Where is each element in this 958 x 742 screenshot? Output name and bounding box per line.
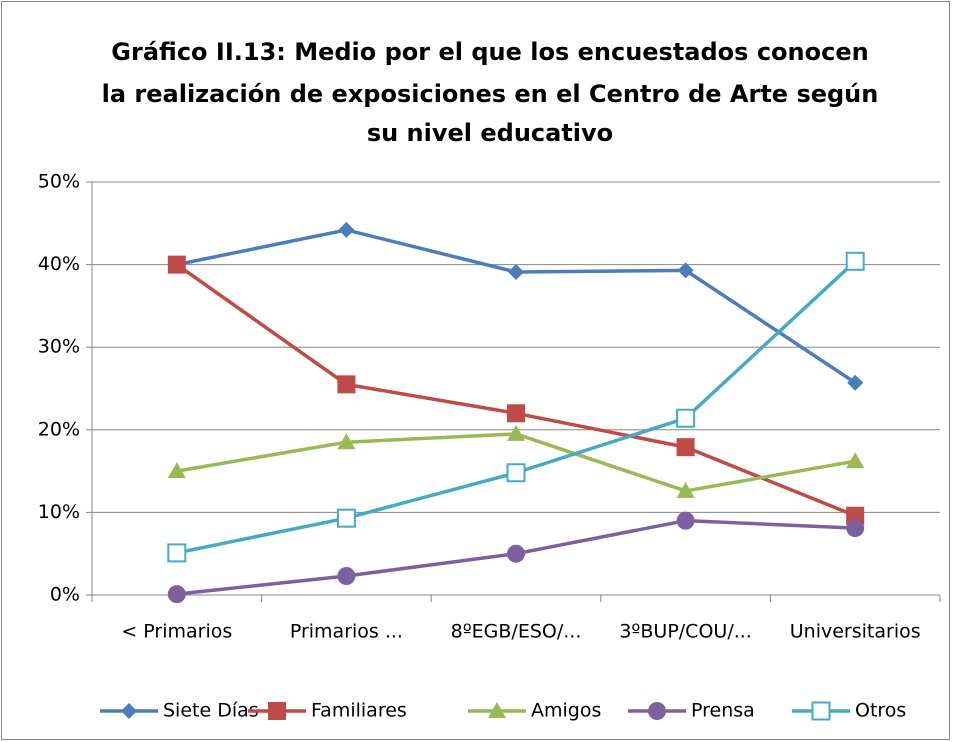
chart-title: la realización de exposiciones en el Cen…: [102, 80, 879, 108]
x-tick-label: 8ºEGB/ESO/...: [451, 621, 582, 643]
data-point: [506, 463, 526, 483]
legend-marker: [488, 702, 506, 718]
legend-label: Siete Días: [163, 700, 259, 722]
x-tick-label: 3ºBUP/COU/...: [619, 621, 752, 643]
x-tick-label: Primarios ...: [290, 621, 403, 643]
data-point: [338, 221, 355, 238]
data-point: [846, 506, 865, 525]
data-point: [677, 262, 694, 279]
legend-label: Familiares: [311, 700, 407, 722]
y-tick-label: 40%: [38, 253, 80, 275]
legend-marker: [648, 702, 666, 720]
legend-marker: [268, 702, 286, 720]
data-point: [337, 375, 356, 394]
legend-label: Otros: [855, 700, 906, 722]
data-point: [676, 438, 695, 457]
y-tick-label: 0%: [50, 584, 80, 606]
data-point: [507, 404, 525, 423]
x-tick-label: Universitarios: [790, 621, 921, 643]
x-tick-label: < Primarios: [121, 621, 232, 643]
data-point: [676, 511, 695, 530]
data-point: [676, 408, 696, 428]
legend-label: Amigos: [531, 700, 601, 722]
legend-label: Prensa: [691, 700, 755, 722]
data-point: [508, 264, 524, 281]
data-point: [845, 251, 865, 271]
y-tick-label: 50%: [38, 171, 80, 193]
data-point: [846, 452, 865, 469]
data-point: [337, 433, 356, 450]
chart-title: Gráfico II.13: Medio por el que los encu…: [111, 38, 868, 66]
data-point: [336, 508, 356, 528]
y-tick-label: 30%: [38, 336, 80, 358]
data-point: [337, 567, 356, 586]
legend-marker: [121, 703, 137, 719]
data-point: [507, 424, 525, 441]
chart-title: su nivel educativo: [367, 119, 613, 147]
data-point: [167, 585, 186, 604]
data-point: [846, 519, 865, 538]
data-point: [676, 481, 695, 498]
data-point: [167, 462, 186, 479]
data-point: [847, 374, 864, 391]
y-tick-label: 10%: [38, 501, 80, 523]
data-point: [167, 255, 186, 274]
data-point: [167, 543, 187, 563]
legend-marker: [811, 701, 831, 721]
y-tick-label: 20%: [38, 418, 80, 440]
data-point: [507, 544, 525, 563]
